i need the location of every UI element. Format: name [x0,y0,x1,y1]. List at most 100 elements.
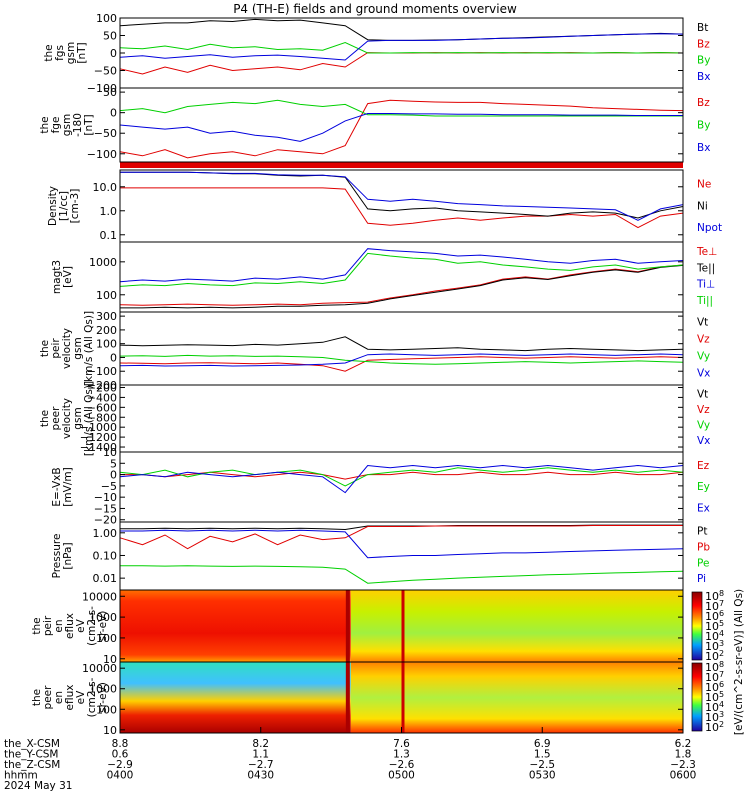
y-tick-label: 10 [103,724,117,737]
y-tick-label: −50 [94,65,117,78]
y-tick-label: −10 [94,491,117,504]
legend-entry: Vx [697,368,710,380]
legend-entry: By [697,55,710,67]
y-tick-label: 0.01 [93,572,118,585]
heatmap-region-post [350,662,683,733]
series-line-ex [119,464,684,494]
y-axis-label: the peir en eflux eV (cm2-s-sr-eV) [31,606,109,646]
legend-entry: Bx [697,71,710,83]
x-row-value: −2.5 [530,759,556,771]
panel-frame [119,311,684,386]
y-axis-label: the fge gsm -180 [nT] [39,113,95,137]
colorbar-tick: 102 [705,720,724,734]
heatmap-spike [401,590,405,662]
legend-entry: Te⊥ [696,246,717,258]
panel-7: E=-VxB [mV/m] [51,451,684,523]
y-tick-label: −50 [94,127,117,140]
legend-entry: Npot [697,222,722,234]
y-axis-label-line: [km/s (All Qs)] [83,311,95,386]
chart-title: P4 (TH-E) fields and ground moments over… [233,2,517,16]
y-axis-label-line: the [39,116,51,133]
y-axis-label-line: Pressure [51,534,63,579]
y-axis-label-line: gsm [61,114,73,136]
series-line-pe [120,565,684,584]
y-axis-label-line: eflux [64,613,76,639]
y-axis-label-line: en [53,691,65,704]
y-tick-label: 0 [110,469,117,482]
y-tick-label: 0 [110,351,117,364]
y-axis-label-line: gsm [72,407,84,429]
x-row-value: 8.2 [252,738,269,750]
x-row-label: the_Z-CSM [4,759,60,771]
series-line-npot [120,171,684,221]
y-tick-label: 100 [96,338,117,351]
x-row-label: the_Y-CSM [4,749,59,761]
y-axis-label-line: (cm2-s- [86,606,98,646]
colorbar-tick: 107 [705,670,724,684]
series-line-te [119,264,684,306]
y-tick-label: −1000 [80,421,117,434]
series-line-bz [119,99,684,159]
legend-entry: Bz [697,38,710,50]
legend-entry: Ez [697,460,710,472]
y-axis-label: E=-VxB [mV/m] [51,467,74,506]
legend-entry: By [697,119,710,131]
colorbar-tick: 103 [705,639,724,653]
legend-entry: Ne [697,178,711,190]
y-tick-label: −100 [87,82,117,95]
x-row-value: 7.6 [393,738,410,750]
y-tick-label: 1000 [89,683,117,696]
series-line-pb [119,525,683,550]
y-tick-label: 10000 [82,590,117,603]
x-row-label: the_X-CSM [4,738,60,750]
y-axis-label-line: [nT] [76,42,88,63]
x-row-value: 1.3 [393,749,410,761]
panel-frame [119,241,684,313]
y-axis-label-line: peer [42,685,54,710]
legend-entry: Ex [697,502,710,514]
y-tick-label: 1.00 [93,527,118,540]
x-row-value: 6.2 [675,738,692,750]
y-tick-label: 300 [96,310,117,323]
colorbar-tick: 102 [705,649,724,663]
legend-entry: Ni [697,200,708,212]
y-axis-label-line: fge [50,117,62,134]
x-row-value: 1.5 [534,749,551,761]
mode-strip [120,162,683,168]
series-line-vt [119,336,684,352]
series-line-ne [120,187,684,229]
colorbar [691,662,703,732]
y-tick-label: 0.1 [100,229,118,242]
y-tick-label: 5 [110,457,117,470]
y-axis-label-line: E=-VxB [51,467,63,506]
legend-entry: Bz [697,97,710,109]
legend-entry: Pt [697,526,707,538]
series-line-pi [120,529,684,559]
panel-8: Pressure [nPa] [51,521,684,591]
y-axis-label-line: [eV] [62,266,74,288]
series-line-ez [120,471,684,480]
x-row-value: 0400 [107,770,134,782]
series-line-ni [120,171,684,219]
y-tick-label: 50 [103,30,117,43]
y-axis-label-line: peir [42,615,54,636]
y-axis-label-line: the [39,340,51,357]
series-line-bz [119,52,684,75]
panel-frame [119,87,684,163]
y-axis-label-line: velocity [61,398,73,439]
x-row-value: −2.3 [670,759,696,771]
y-axis-label: the peir velocity gsm [km/s (All Qs)] [39,311,95,386]
y-tick-label: 200 [96,324,117,337]
x-row-value: 0600 [670,770,697,782]
y-tick-label: −100 [87,365,117,378]
y-tick-label: 1.0 [100,205,118,218]
heatmap-region-post [350,590,683,662]
colorbar [691,591,703,661]
legend-entry: Vy [697,420,710,432]
legend-entry: Ti|| [696,295,713,307]
colorbar-tick: 108 [705,589,724,603]
y-tick-label: −800 [87,411,117,424]
legend-entry: Ti⊥ [696,279,715,291]
y-axis-label-line: the [31,617,43,634]
